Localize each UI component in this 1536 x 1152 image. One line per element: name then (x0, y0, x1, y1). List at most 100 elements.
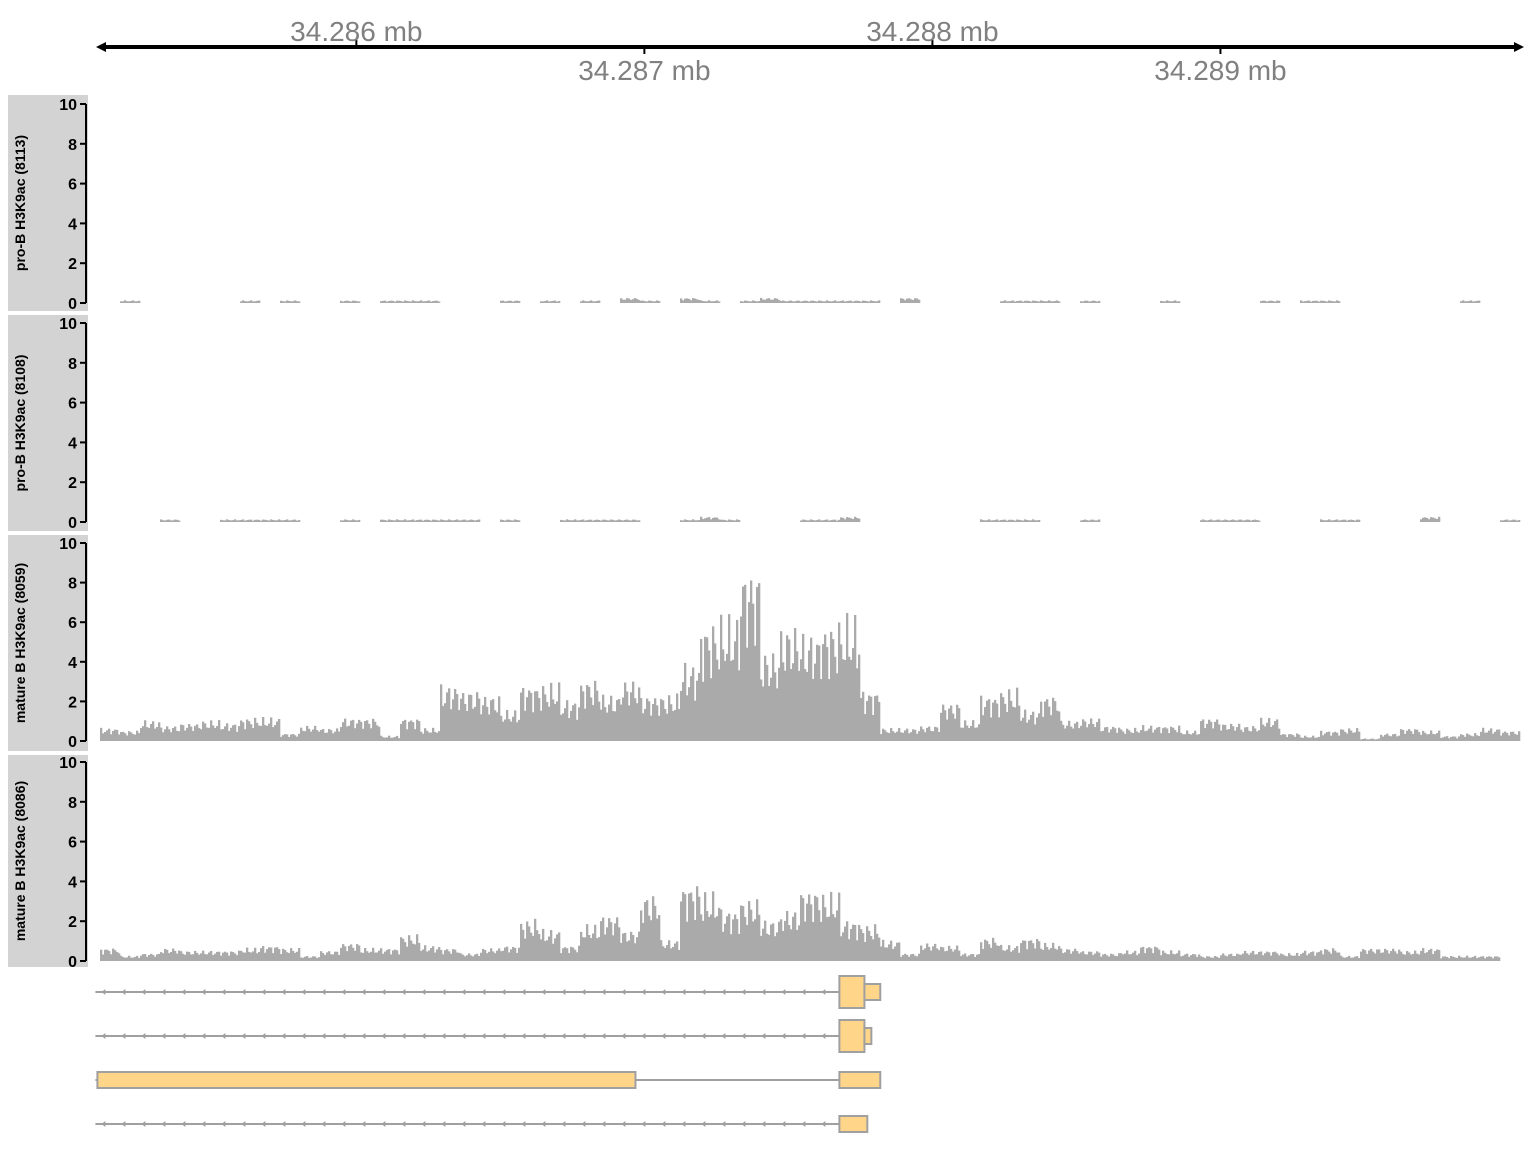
coverage-bar (1226, 956, 1229, 961)
coverage-bar (1224, 724, 1227, 741)
coverage-bar (566, 519, 569, 522)
coverage-bar (696, 886, 699, 961)
y-tick-label: 2 (68, 694, 77, 711)
coverage-bar (706, 911, 709, 961)
coverage-bar (302, 730, 305, 741)
strand-arrow-icon (361, 1033, 366, 1039)
coverage-bin (940, 704, 961, 741)
coverage-bin (820, 519, 841, 522)
coverage-bar (592, 705, 595, 741)
coverage-bar (480, 714, 483, 741)
coverage-bar (1380, 952, 1383, 961)
coverage-bar (1014, 707, 1017, 741)
coverage-bar (542, 686, 545, 741)
coverage-bar (1150, 725, 1153, 741)
coverage-bin (780, 627, 801, 741)
coverage-bar (774, 298, 777, 303)
coverage-bar (854, 615, 857, 741)
coverage-bar (696, 299, 699, 303)
strand-arrow-icon (181, 1121, 186, 1127)
coverage-bar (946, 950, 949, 961)
coverage-bar (300, 957, 303, 961)
coverage-bin (820, 622, 841, 741)
coverage-bar (234, 953, 237, 961)
coverage-bar (236, 520, 239, 522)
coverage-bar (276, 721, 279, 741)
coverage-bar (284, 301, 287, 303)
coverage-bar (494, 710, 497, 741)
coverage-bar (772, 923, 775, 961)
coverage-bar (1016, 519, 1019, 522)
coverage-bar (876, 695, 879, 741)
coverage-bar (936, 727, 939, 741)
coverage-bar (514, 947, 517, 961)
coverage-bar (356, 301, 359, 303)
coverage-bar (602, 519, 605, 522)
y-tick-label: 0 (68, 954, 77, 971)
coverage-bar (1446, 957, 1449, 961)
strand-arrow-icon (161, 1121, 166, 1127)
coverage-bar (912, 299, 915, 303)
coverage-bar (658, 915, 661, 961)
coverage-bar (1414, 950, 1417, 961)
coverage-bar (186, 951, 189, 961)
coverage-bar (196, 952, 199, 961)
coverage-bar (580, 301, 583, 303)
coverage-bar (1452, 956, 1455, 961)
coverage-bar (1112, 726, 1115, 741)
coverage-bar (310, 731, 313, 741)
exon (838, 1071, 882, 1089)
coverage-bar (590, 697, 593, 741)
coverage-bar (404, 300, 407, 303)
coverage-bar (866, 301, 869, 303)
coverage-bar (1314, 737, 1317, 741)
coverage-bar (1024, 300, 1027, 303)
coverage-bar (1072, 728, 1075, 741)
coverage-bar (508, 719, 511, 741)
strand-arrow-icon (481, 989, 486, 995)
coverage-bar (326, 732, 329, 741)
coverage-bar (1358, 519, 1361, 522)
coverage-bar (1440, 737, 1443, 741)
coverage-bar (804, 300, 807, 303)
coverage-bar (498, 696, 501, 741)
coverage-bar (822, 301, 825, 303)
strand-arrow-icon (421, 1121, 426, 1127)
coverage-bar (802, 633, 805, 741)
coverage-bar (1242, 953, 1245, 961)
coverage-bar (416, 520, 419, 522)
coverage-bar (1208, 719, 1211, 741)
coverage-bar (346, 726, 349, 741)
coverage-bar (1298, 956, 1301, 961)
coverage-bar (396, 300, 399, 303)
coverage-bin (340, 300, 361, 303)
coverage-bar (626, 691, 629, 741)
coverage-bar (516, 952, 519, 961)
coverage-bar (752, 300, 755, 303)
coverage-bar (1432, 733, 1435, 741)
coverage-bar (1112, 954, 1115, 961)
coverage-bar (1328, 300, 1331, 303)
coverage-bar (746, 925, 749, 961)
coverage-bar (1098, 300, 1101, 303)
coverage-bar (806, 300, 809, 303)
coverage-bar (896, 942, 899, 961)
coverage-bar (530, 692, 533, 741)
coverage-bar (1024, 940, 1027, 961)
coverage-bar (1008, 519, 1011, 522)
strand-arrow-icon (181, 989, 186, 995)
coverage-bar (1316, 300, 1319, 303)
coverage-bar (384, 520, 387, 522)
coverage-bar (1368, 950, 1371, 961)
exon (838, 975, 866, 1009)
coverage-bar (758, 914, 761, 961)
coverage-bar (1454, 957, 1457, 961)
coverage-bar (804, 519, 807, 522)
coverage-bar (1156, 947, 1159, 961)
coverage-bar (918, 953, 921, 961)
coverage-bar (818, 910, 821, 961)
coverage-bar (624, 682, 627, 741)
coverage-bar (588, 519, 591, 522)
coverage-bar (884, 730, 887, 741)
coverage-bar (1324, 520, 1327, 522)
